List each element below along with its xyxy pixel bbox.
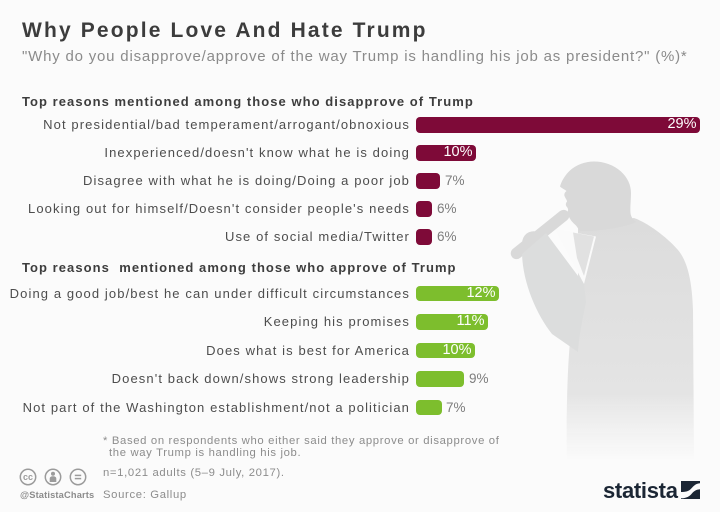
svg-text:cc: cc	[23, 472, 33, 482]
